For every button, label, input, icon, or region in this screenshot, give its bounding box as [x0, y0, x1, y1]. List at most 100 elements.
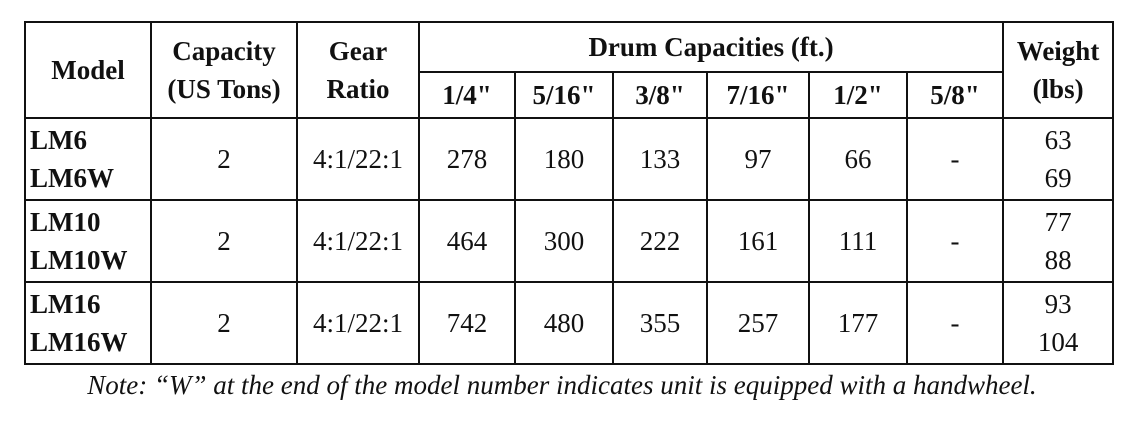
- gear-ratio-text: 4:1/22:1: [312, 308, 403, 338]
- drum-capacity-text: 180: [543, 144, 585, 174]
- weight: 63 69: [1002, 117, 1115, 201]
- weight-line: 69: [1044, 163, 1072, 193]
- drum-capacity-text: -: [950, 226, 960, 256]
- drum-capacity: 480: [514, 281, 614, 365]
- drum-capacity: 257: [706, 281, 810, 365]
- drum-capacity-text: -: [950, 308, 960, 338]
- model: LM10 LM10W: [24, 199, 152, 283]
- drum-capacity: 133: [612, 117, 708, 201]
- gear-header-line: Ratio: [326, 74, 390, 104]
- drum-capacity: 161: [706, 199, 810, 283]
- model-line: LM10W: [30, 245, 128, 275]
- capacity: 2: [150, 281, 298, 365]
- capacity-header: Capacity (US Tons): [150, 21, 298, 119]
- drum-capacity: -: [905, 199, 1005, 283]
- capacity: 2: [150, 117, 298, 201]
- drum-capacity-text: 742: [446, 308, 488, 338]
- drum-capacity-text: 355: [639, 308, 681, 338]
- drum-capacity-text: 480: [543, 308, 585, 338]
- drum-capacity-text: 97: [744, 144, 772, 174]
- drum-capacity-text: 300: [543, 226, 585, 256]
- drum-size-header-text: 1/4": [442, 80, 492, 110]
- weight-line: 93: [1044, 289, 1072, 319]
- model-header: Model: [24, 21, 152, 119]
- drum-capacity: 464: [418, 199, 516, 283]
- capacity-header-line: (US Tons): [167, 74, 281, 104]
- model-line: LM16W: [30, 327, 128, 357]
- model-header-text: Model: [51, 55, 125, 85]
- drum-capacity-text: 257: [737, 308, 779, 338]
- weight: 93 104: [1002, 281, 1115, 365]
- drum-header-text: Drum Capacities (ft.): [588, 32, 834, 62]
- gear-header: Gear Ratio: [296, 21, 420, 119]
- weight: 77 88: [1002, 199, 1115, 283]
- footnote: Note: “W” at the end of the model number…: [87, 370, 1037, 400]
- gear-ratio-text: 4:1/22:1: [312, 226, 403, 256]
- drum-size-header: 1/4": [418, 71, 516, 119]
- drum-capacity: 111: [808, 199, 908, 283]
- drum-capacity: 66: [808, 117, 908, 201]
- drum-capacity-text: 66: [844, 144, 872, 174]
- capacity-text: 2: [217, 308, 231, 338]
- drum-capacity: 742: [418, 281, 516, 365]
- drum-size-header-text: 7/16": [726, 80, 790, 110]
- data-row: LM16 LM16W 2 4:1/22:1 742 480 355 257 177-93 104: [24, 281, 1115, 365]
- drum-capacity: -: [905, 117, 1005, 201]
- weight-header-line: Weight: [1016, 36, 1100, 66]
- capacity: 2: [150, 199, 298, 283]
- drum-header: Drum Capacities (ft.): [417, 21, 1005, 73]
- drum-capacity-text: -: [950, 144, 960, 174]
- weight-line: 104: [1037, 327, 1079, 357]
- model-line: LM10: [30, 207, 101, 237]
- drum-capacity-text: 222: [639, 226, 681, 256]
- model-line: LM16: [30, 289, 101, 319]
- drum-capacity: 278: [418, 117, 516, 201]
- gear-header-line: Gear: [328, 36, 388, 66]
- drum-capacity: 97: [706, 117, 810, 201]
- drum-capacity-text: 177: [837, 308, 879, 338]
- drum-size-header-text: 5/8": [930, 80, 980, 110]
- drum-capacity-text: 133: [639, 144, 681, 174]
- data-row: LM6 LM6W 2 4:1/22:1 278 180 133 97 66-63 69: [24, 117, 1115, 201]
- drum-capacity: 177: [808, 281, 908, 365]
- drum-capacity-text: 464: [446, 226, 488, 256]
- capacity-text: 2: [217, 144, 231, 174]
- drum-capacity: -: [905, 281, 1005, 365]
- drum-size-header: 1/2": [808, 71, 908, 119]
- weight-header: Weight (lbs): [1002, 21, 1115, 119]
- header-row: Model Capacity (US Tons) Gear Ratio Drum Capa…: [24, 21, 1115, 119]
- drum-size-header-text: 3/8": [635, 80, 685, 110]
- spec-table: Model Capacity (US Tons) Gear Ratio Drum Capa…: [24, 21, 1115, 365]
- weight-line: 88: [1044, 245, 1072, 275]
- drum-size-header: 5/16": [514, 71, 614, 119]
- model-line: LM6: [30, 125, 87, 155]
- capacity-header-line: Capacity: [172, 36, 276, 66]
- drum-capacity: 180: [514, 117, 614, 201]
- capacity-text: 2: [217, 226, 231, 256]
- weight-line: 77: [1044, 207, 1072, 237]
- model: LM16 LM16W: [24, 281, 152, 365]
- drum-size-header: 5/8": [905, 71, 1005, 119]
- drum-capacity-text: 278: [446, 144, 488, 174]
- model: LM6 LM6W: [24, 117, 152, 201]
- drum-size-header-text: 5/16": [532, 80, 596, 110]
- table-body: Model Capacity (US Tons) Gear Ratio Drum Capa…: [24, 21, 1115, 365]
- drum-capacity-text: 111: [838, 226, 878, 256]
- header-row: 1/4" 5/16" 3/8" 7/16" 1/2" 5/8": [25, 71, 1113, 119]
- drum-capacity: 355: [612, 281, 708, 365]
- weight-header-line: (lbs): [1032, 74, 1084, 104]
- drum-size-header-text: 1/2": [833, 80, 883, 110]
- gear-ratio: 4:1/22:1: [296, 199, 420, 283]
- gear-ratio-text: 4:1/22:1: [312, 144, 403, 174]
- drum-capacity-text: 161: [737, 226, 779, 256]
- model-line: LM6W: [30, 163, 114, 193]
- gear-ratio: 4:1/22:1: [296, 117, 420, 201]
- drum-capacity: 222: [612, 199, 708, 283]
- gear-ratio: 4:1/22:1: [296, 281, 420, 365]
- drum-capacity: 300: [514, 199, 614, 283]
- data-row: LM10 LM10W 2 4:1/22:1 464 300 222 161 111-77 88: [24, 199, 1115, 283]
- drum-size-header: 3/8": [612, 71, 708, 119]
- weight-line: 63: [1044, 125, 1072, 155]
- drum-size-header: 7/16": [706, 71, 810, 119]
